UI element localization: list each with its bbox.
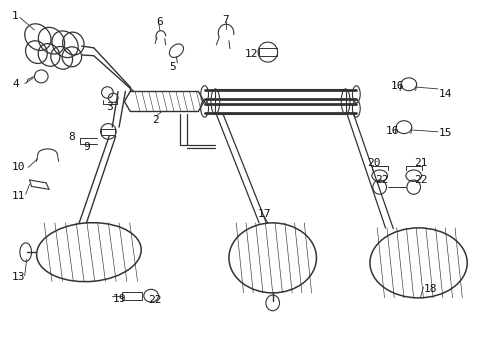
Text: 22: 22 (148, 295, 162, 305)
Bar (215, 89, 345, 114)
Text: 7: 7 (222, 15, 229, 25)
Text: 9: 9 (83, 142, 90, 152)
Text: 2: 2 (152, 115, 159, 125)
Text: 22: 22 (374, 175, 387, 185)
Text: 11: 11 (12, 191, 25, 201)
Text: 6: 6 (156, 17, 163, 27)
Text: 15: 15 (438, 128, 451, 138)
Text: 18: 18 (423, 284, 436, 294)
Text: 21: 21 (413, 158, 427, 168)
Bar (259, 48, 276, 57)
Bar (101, 129, 115, 135)
Bar (122, 292, 142, 300)
Text: 13: 13 (12, 272, 25, 282)
Text: 20: 20 (366, 158, 380, 168)
Text: 16: 16 (390, 81, 403, 91)
Text: 17: 17 (258, 209, 271, 219)
Text: 8: 8 (68, 132, 75, 142)
Text: 5: 5 (169, 63, 176, 72)
Text: 16: 16 (385, 126, 398, 136)
Text: 14: 14 (438, 89, 451, 99)
Text: 4: 4 (12, 78, 19, 89)
Text: 22: 22 (413, 175, 427, 185)
Text: 3: 3 (106, 102, 112, 112)
Text: 12: 12 (244, 49, 258, 59)
Text: 10: 10 (12, 162, 25, 172)
Text: 1: 1 (12, 12, 19, 21)
Text: 19: 19 (112, 294, 125, 303)
